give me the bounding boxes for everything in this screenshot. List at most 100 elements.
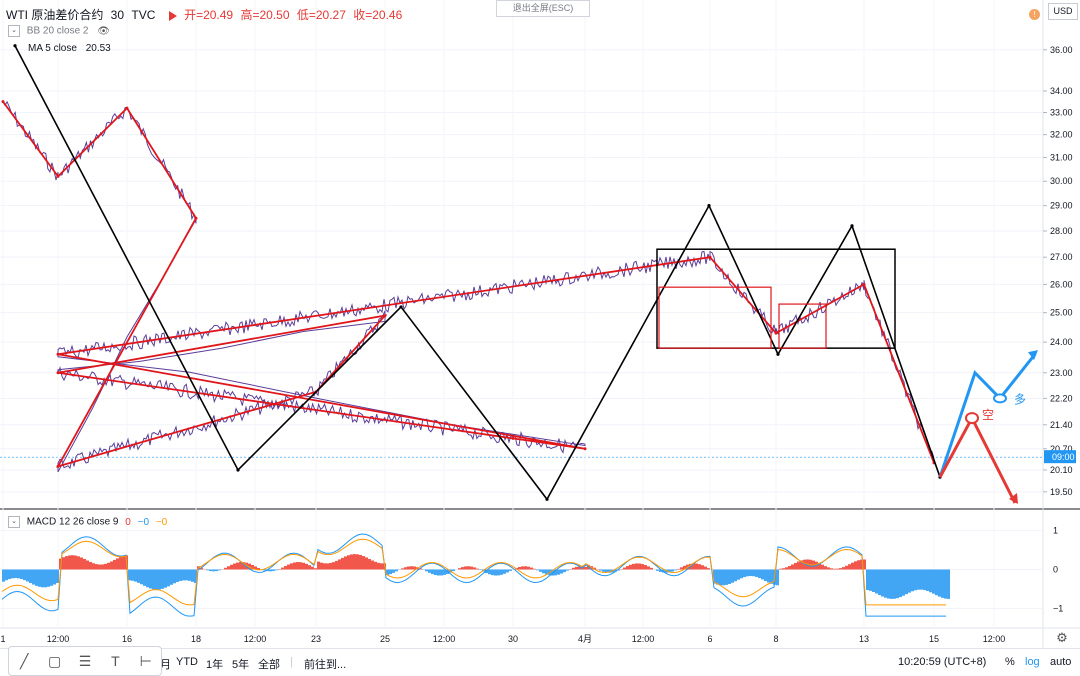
bb-indicator-label[interactable]: ⌄ BB 20 close 2 👁	[8, 25, 110, 37]
macd-bar	[599, 570, 602, 571]
auto-toggle[interactable]: auto	[1050, 656, 1071, 668]
interval[interactable]: 30	[111, 8, 124, 22]
macd-bar	[443, 570, 446, 575]
time-tick-label: 12:00	[983, 634, 1006, 644]
macd-bar	[572, 568, 575, 570]
macd-bar	[524, 566, 527, 569]
macd-bar	[65, 556, 68, 569]
macd-bar	[911, 570, 914, 592]
pivot-point	[399, 305, 402, 308]
series-point	[57, 353, 60, 356]
macd-bar	[941, 570, 944, 598]
macd-value-3: −0	[156, 517, 167, 528]
fib-icon[interactable]: ☰	[74, 653, 96, 670]
macd-bar	[110, 561, 113, 569]
clock[interactable]: 10:20:59 (UTC+8)	[898, 656, 986, 668]
macd-value-1: 0	[125, 517, 131, 528]
gear-icon[interactable]: ⚙	[1056, 631, 1068, 646]
eye-icon[interactable]: 👁	[97, 26, 110, 37]
macd-bar	[755, 570, 758, 577]
macd-bar	[764, 570, 767, 581]
macd-bar	[410, 566, 413, 569]
range-ytd[interactable]: YTD	[176, 656, 198, 668]
macd-bar	[155, 570, 158, 590]
macd-bar	[788, 566, 791, 570]
macd-bar	[374, 562, 377, 570]
macd-bar	[623, 568, 626, 570]
macd-bar	[791, 564, 794, 569]
macd-indicator-label[interactable]: ⌄ MACD 12 26 close 9 0 −0 −0	[8, 516, 167, 528]
ma-indicator-text: MA 5 close	[28, 43, 77, 54]
currency-button[interactable]: USD	[1048, 3, 1078, 20]
macd-bar	[521, 566, 524, 569]
range-5y[interactable]: 5年	[232, 656, 249, 672]
macd-bar	[302, 563, 305, 570]
macd-bar	[719, 570, 722, 586]
macd-bar	[182, 570, 185, 581]
macd-bar	[434, 570, 437, 576]
collapse-icon[interactable]: ⌄	[8, 516, 20, 528]
macd-bar	[401, 568, 404, 569]
goto-date-button[interactable]: 前往到...	[304, 656, 346, 672]
macd-bar	[116, 558, 119, 569]
macd-bar	[47, 570, 50, 587]
alert-icon[interactable]: !	[1029, 9, 1040, 20]
macd-bar	[899, 570, 902, 598]
range-all[interactable]: 全部	[258, 656, 280, 672]
flag-icon[interactable]	[169, 11, 177, 21]
log-toggle[interactable]: log	[1025, 656, 1040, 668]
series-point	[584, 447, 587, 450]
macd-bar	[923, 570, 926, 591]
macd-bar	[479, 570, 482, 571]
macd-bar	[935, 570, 938, 596]
macd-bar	[518, 567, 521, 570]
macd-bar	[869, 570, 872, 591]
macd-bar	[830, 568, 833, 569]
macd-bar	[539, 570, 542, 572]
macd-bar	[308, 565, 311, 569]
macd-bar	[113, 560, 116, 570]
macd-bar	[257, 568, 260, 570]
symbol-name[interactable]: WTI 原油差价合约	[6, 8, 103, 22]
percent-toggle[interactable]: %	[1005, 656, 1015, 668]
macd-bar	[695, 564, 698, 570]
macd-bar	[299, 562, 302, 569]
trend-line-icon[interactable]: ╱	[13, 653, 35, 670]
macd-bar	[440, 570, 443, 576]
macd-bar	[140, 570, 143, 585]
price-tick-label: 21.40	[1050, 420, 1073, 430]
macd-bar	[107, 563, 110, 570]
series-point	[863, 283, 866, 286]
time-tick-label: 13	[859, 634, 869, 644]
macd-bar	[779, 569, 782, 570]
short-marker	[966, 413, 978, 423]
macd-bar	[650, 568, 653, 570]
measure-icon[interactable]: ⊢	[135, 653, 157, 670]
macd-bar	[629, 565, 632, 570]
price-chart[interactable]: 36.0034.0033.0032.0031.0030.0029.0028.00…	[0, 0, 1080, 648]
collapse-icon[interactable]: ⌄	[8, 25, 20, 37]
ma-indicator-label[interactable]: MA 5 close 20.53	[28, 43, 111, 54]
range-1y[interactable]: 1年	[206, 656, 223, 672]
time-tick-label: 6	[707, 634, 712, 644]
macd-bar	[839, 568, 842, 569]
price-tick-label: 22.20	[1050, 393, 1073, 403]
exit-fullscreen-button[interactable]: 退出全屏(ESC)	[496, 0, 590, 17]
text-icon[interactable]: T	[104, 653, 126, 669]
symbol-header: WTI 原油差价合约 30 TVC 开=20.49 高=20.50 低=20.2…	[6, 6, 406, 23]
macd-bar	[176, 570, 179, 582]
macd-bar	[647, 566, 650, 569]
rectangle-icon[interactable]: ▢	[44, 653, 66, 670]
macd-bar	[944, 570, 947, 599]
macd-bar	[503, 570, 506, 574]
macd-bar	[893, 570, 896, 599]
macd-bar	[134, 570, 137, 582]
macd-bar	[17, 570, 20, 579]
macd-bar	[887, 570, 890, 599]
macd-bar	[293, 562, 296, 569]
macd-bar	[500, 570, 503, 575]
macd-bar	[542, 570, 545, 574]
macd-bar	[23, 570, 26, 581]
macd-bar	[641, 564, 644, 569]
bottom-toolbar: 月 YTD 1年 5年 全部 | 前往到... 10:20:59 (UTC+8)…	[0, 648, 1080, 676]
